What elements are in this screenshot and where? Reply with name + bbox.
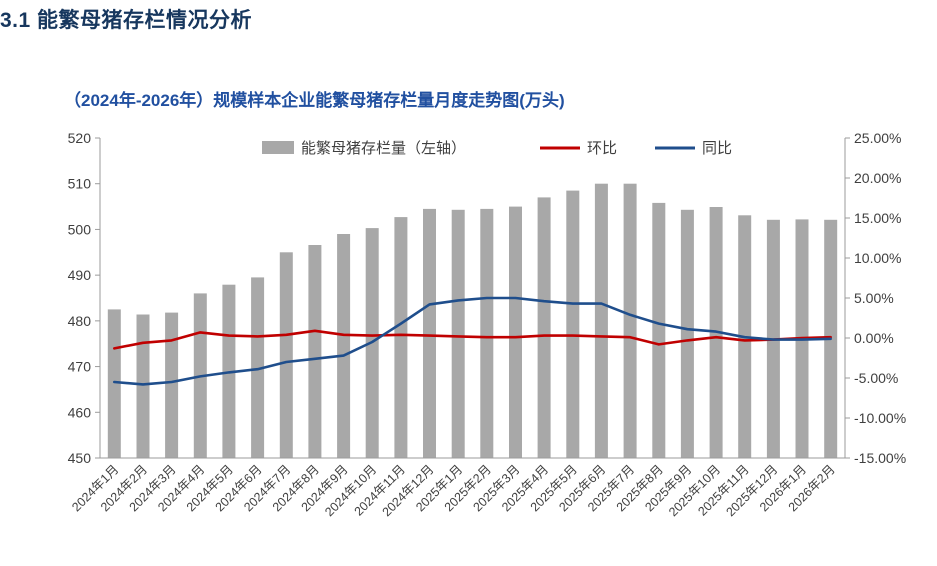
bar <box>537 197 551 458</box>
right-axis-label: -15.00% <box>854 450 906 466</box>
right-axis-label: 15.00% <box>854 210 901 226</box>
left-axis-label: 460 <box>68 404 92 420</box>
left-axis-label: 500 <box>68 221 92 237</box>
left-axis-label: 450 <box>68 450 92 466</box>
bar <box>308 245 322 458</box>
bar <box>566 190 580 458</box>
left-axis-label: 470 <box>68 359 92 375</box>
legend-bar-swatch <box>262 141 294 154</box>
legend-label: 同比 <box>702 140 732 157</box>
bar <box>251 277 265 458</box>
left-axis-label: 480 <box>68 313 92 329</box>
right-axis-label: -10.00% <box>854 410 906 426</box>
bar <box>594 183 608 458</box>
legend-label: 环比 <box>587 140 617 157</box>
bar <box>509 206 522 458</box>
bar <box>136 314 150 458</box>
legend: 能繁母猪存栏量（左轴） 环比 同比 <box>262 140 732 157</box>
bar <box>394 217 408 458</box>
bar <box>652 202 666 458</box>
bar <box>680 209 694 458</box>
line-series-同比 <box>113 296 833 386</box>
left-axis-label: 490 <box>68 267 92 283</box>
bar <box>165 312 179 458</box>
bar <box>107 309 121 458</box>
bar <box>337 234 351 458</box>
sow-inventory-chart: 450 460 470 480 490 500 510 520 -15.00% -10.00% -5… <box>68 130 907 519</box>
right-axis-label: -5.00% <box>854 370 898 386</box>
right-axis-label: 20.00% <box>854 170 901 186</box>
bar <box>480 208 494 458</box>
right-axis-label: 5.00% <box>854 290 894 306</box>
left-axis-label: 510 <box>68 176 92 192</box>
chart-title: （2024年-2026年）规模样本企业能繁母猪存栏量月度走势图(万头) <box>64 91 565 110</box>
right-axis-label: 0.00% <box>854 330 894 346</box>
line-series-环比 <box>113 329 833 350</box>
bar <box>623 183 637 458</box>
right-axis-label: 25.00% <box>854 130 901 146</box>
bar <box>423 208 436 458</box>
section-heading: 3.1 能繁母猪存栏情况分析 <box>0 9 253 32</box>
left-axis-label: 520 <box>68 130 92 146</box>
right-axis-label: 10.00% <box>854 250 901 266</box>
bar-series <box>107 183 838 458</box>
bar <box>451 209 465 458</box>
legend-label: 能繁母猪存栏量（左轴） <box>301 140 466 157</box>
bar <box>279 252 293 458</box>
